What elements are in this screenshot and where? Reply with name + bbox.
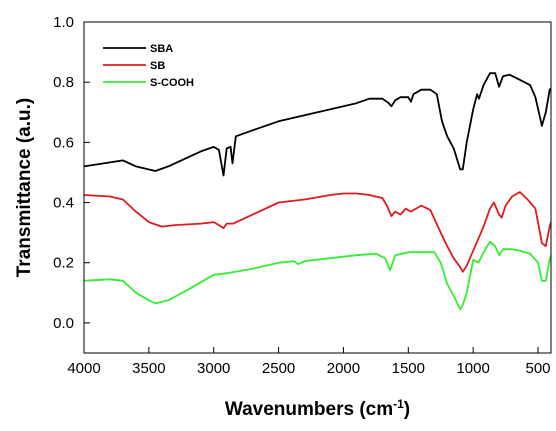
y-tick-label: 0.2 — [53, 255, 74, 272]
legend-label: S-COOH — [150, 77, 194, 89]
y-tick-label: 1.0 — [53, 14, 74, 31]
series-lines — [84, 72, 551, 311]
series-line-sb — [84, 191, 551, 273]
x-tick-label: 2500 — [262, 360, 295, 377]
y-tick-label: 0.0 — [53, 315, 74, 332]
x-tick-label: 3000 — [197, 360, 230, 377]
y-axis-title: Transmittance (a.u.) — [14, 98, 35, 278]
x-tick-label: 4000 — [67, 360, 100, 377]
x-tick-label: 3500 — [132, 360, 165, 377]
x-tick-label: 2000 — [327, 360, 360, 377]
x-tick-label: 500 — [526, 360, 551, 377]
x-tick-label: 1500 — [392, 360, 425, 377]
y-tick-label: 0.4 — [53, 195, 74, 212]
plot-area-frame — [83, 21, 552, 354]
y-tick-label: 0.8 — [53, 74, 74, 91]
legend-label: SBA — [150, 43, 173, 55]
x-axis: 4000 3500 3000 2500 2000 1500 1000 500 — [67, 347, 551, 377]
y-axis: 0.0 0.2 0.4 0.6 0.8 1.0 — [53, 14, 90, 332]
x-axis-title-main: Wavenumbers (cm — [225, 399, 393, 420]
legend: SBA SB S-COOH — [103, 43, 194, 89]
x-axis-title-suffix: ) — [404, 399, 410, 420]
series-line-s-cooh — [84, 240, 551, 311]
x-tick-label: 1000 — [456, 360, 489, 377]
legend-label: SB — [150, 60, 165, 72]
series-line-sba — [84, 72, 551, 177]
x-axis-title-superscript: -1 — [393, 397, 404, 411]
x-axis-title: Wavenumbers (cm-1) — [225, 397, 410, 420]
y-tick-label: 0.6 — [53, 134, 74, 151]
